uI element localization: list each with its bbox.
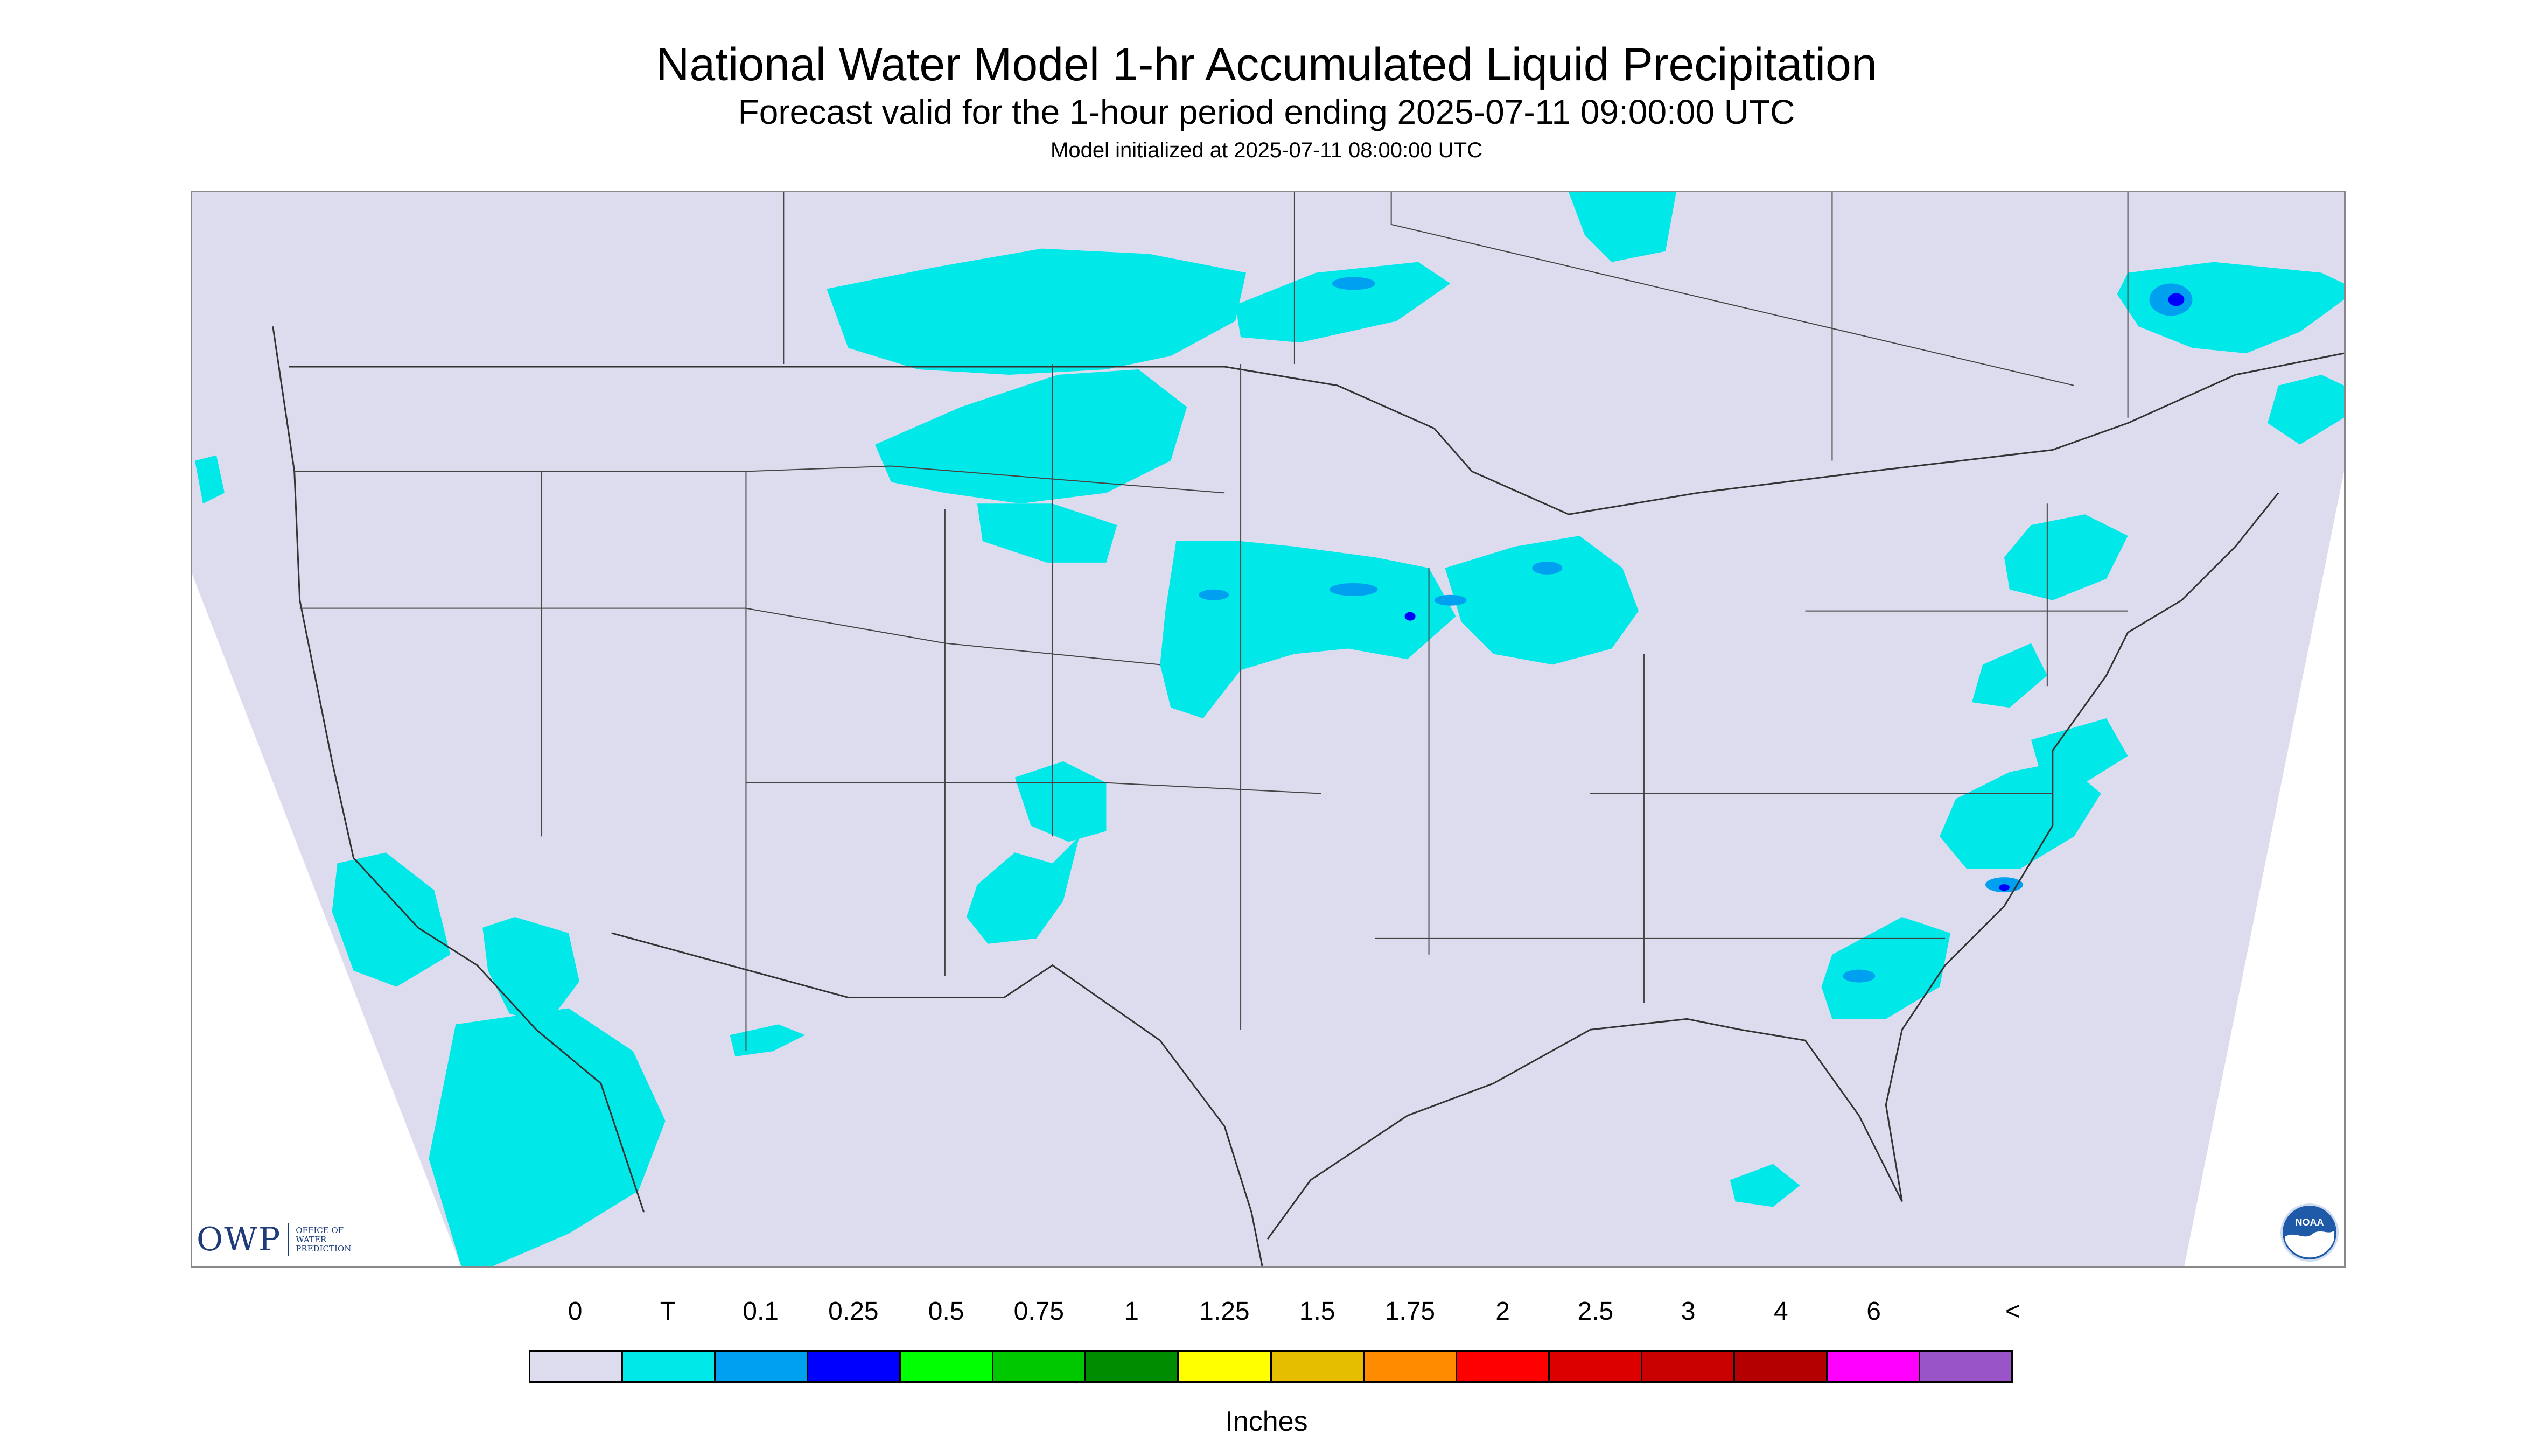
precip-area-florida-keys [1730,1164,1800,1207]
legend-tick-label: 0.25 [828,1297,879,1326]
legend-swatch [1642,1352,1735,1381]
precip-area-southwest-pacific [429,1008,666,1266]
precipitation-map [191,191,2346,1268]
legend-swatch [530,1352,624,1381]
legend-swatch [1457,1352,1550,1381]
legend-tick-label: 6 [1866,1297,1881,1326]
precip-legend: 0 T 0.1 0.25 0.5 0.75 1 1.25 1.5 1.75 2 2.5 3 4 6 < [529,1290,2020,1403]
owp-logo-mark: OWP [197,1221,282,1258]
legend-swatch [1179,1352,1272,1381]
owp-logo-divider [288,1223,290,1256]
precip-area-montana [827,248,1247,375]
noaa-logo: NOAA [2280,1203,2339,1262]
legend-swatch [1086,1352,1179,1381]
legend-swatch [808,1352,901,1381]
gulf-coastline [1266,1018,1903,1240]
legend-swatch [1734,1352,1828,1381]
precip-area-mid-atlantic [2004,514,2128,600]
legend-tick-label: T [660,1297,676,1326]
precip-area-arizona [730,1024,806,1057]
state-borders [294,192,2129,1052]
legend-tick-label: 1 [1124,1297,1139,1326]
precip-area-minnesota [1235,262,1451,343]
model-init-text: Model initialized at 2025-07-11 08:00:00… [1051,138,1482,162]
legend-tick-label: 2.5 [1577,1297,1614,1326]
legend-tick-label: 0.5 [928,1297,964,1326]
legend-swatch [993,1352,1087,1381]
legend-tick-label: 2 [1495,1297,1510,1326]
legend-tick-label: 0.75 [1013,1297,1065,1326]
precip-moderate-cores [1404,293,2185,891]
precip-area-carolina-coast [1940,761,2101,869]
precip-area-baja-pacific [332,852,451,987]
legend-tick-label: 4 [1774,1297,1788,1326]
map-domain [192,192,2344,1266]
precip-core [1532,561,1563,575]
map-canvas [192,192,2344,1266]
precip-area-maine-coast [2268,374,2344,445]
precip-core [1998,884,2010,891]
noaa-logo-text: NOAA [2296,1217,2324,1228]
precip-area-new-mexico [966,836,1080,944]
owp-logo-text: OFFICE OF WATER PREDICTION [296,1225,352,1254]
precip-area-oregon-coast [194,455,225,504]
precip-trace-areas [194,192,2344,1266]
legend-units-label: Inches [1225,1406,1308,1437]
precip-core [1199,589,1229,600]
precip-core [1843,969,1876,983]
precip-area-iowa-illinois [1160,541,1456,719]
owp-logo: OWP OFFICE OF WATER PREDICTION [197,1218,371,1261]
canada-us-border [289,352,2344,515]
legend-swatch [1549,1352,1642,1381]
precip-core [1332,277,1375,290]
precip-area-dakotas [875,369,1187,504]
precip-core [1434,594,1467,606]
precip-area-quebec [1569,192,1676,262]
precip-area-wisconsin-michigan [1445,536,1639,665]
precip-area-colorado [1014,761,1107,842]
pacific-coastline [272,326,645,1213]
precip-core [2168,293,2185,306]
map-title: National Water Model 1-hr Accumulated Li… [656,39,1877,90]
precip-area-georgia-offshore [1821,916,1951,1019]
precip-area-nebraska [977,503,1117,563]
legend-swatch [623,1352,716,1381]
legend-swatch [1827,1352,1920,1381]
legend-swatch [1920,1352,2011,1381]
boundaries [272,326,2344,1266]
mexico-us-border [611,932,1263,1266]
precip-core [1329,583,1378,596]
precip-area-virginia-coast [1972,643,2047,708]
legend-colorbar [529,1350,2013,1383]
legend-swatch [901,1352,994,1381]
atlantic-coastline [1885,492,2279,1202]
legend-tick-label: 0 [568,1297,583,1326]
forecast-valid-subtitle: Forecast valid for the 1-hour period end… [738,93,1795,131]
legend-tick-label: < [2005,1297,2021,1326]
legend-tick-label: 1.25 [1199,1297,1250,1326]
legend-tick-label: 3 [1681,1297,1696,1326]
legend-swatch [1271,1352,1365,1381]
legend-swatch [716,1352,809,1381]
legend-swatch [1364,1352,1457,1381]
legend-tick-label: 1.75 [1384,1297,1436,1326]
legend-tick-label: 1.5 [1299,1297,1335,1326]
legend-tick-label: 0.1 [743,1297,779,1326]
precip-core [1404,612,1416,621]
precip-area-atlantic-offshore [2031,718,2128,783]
